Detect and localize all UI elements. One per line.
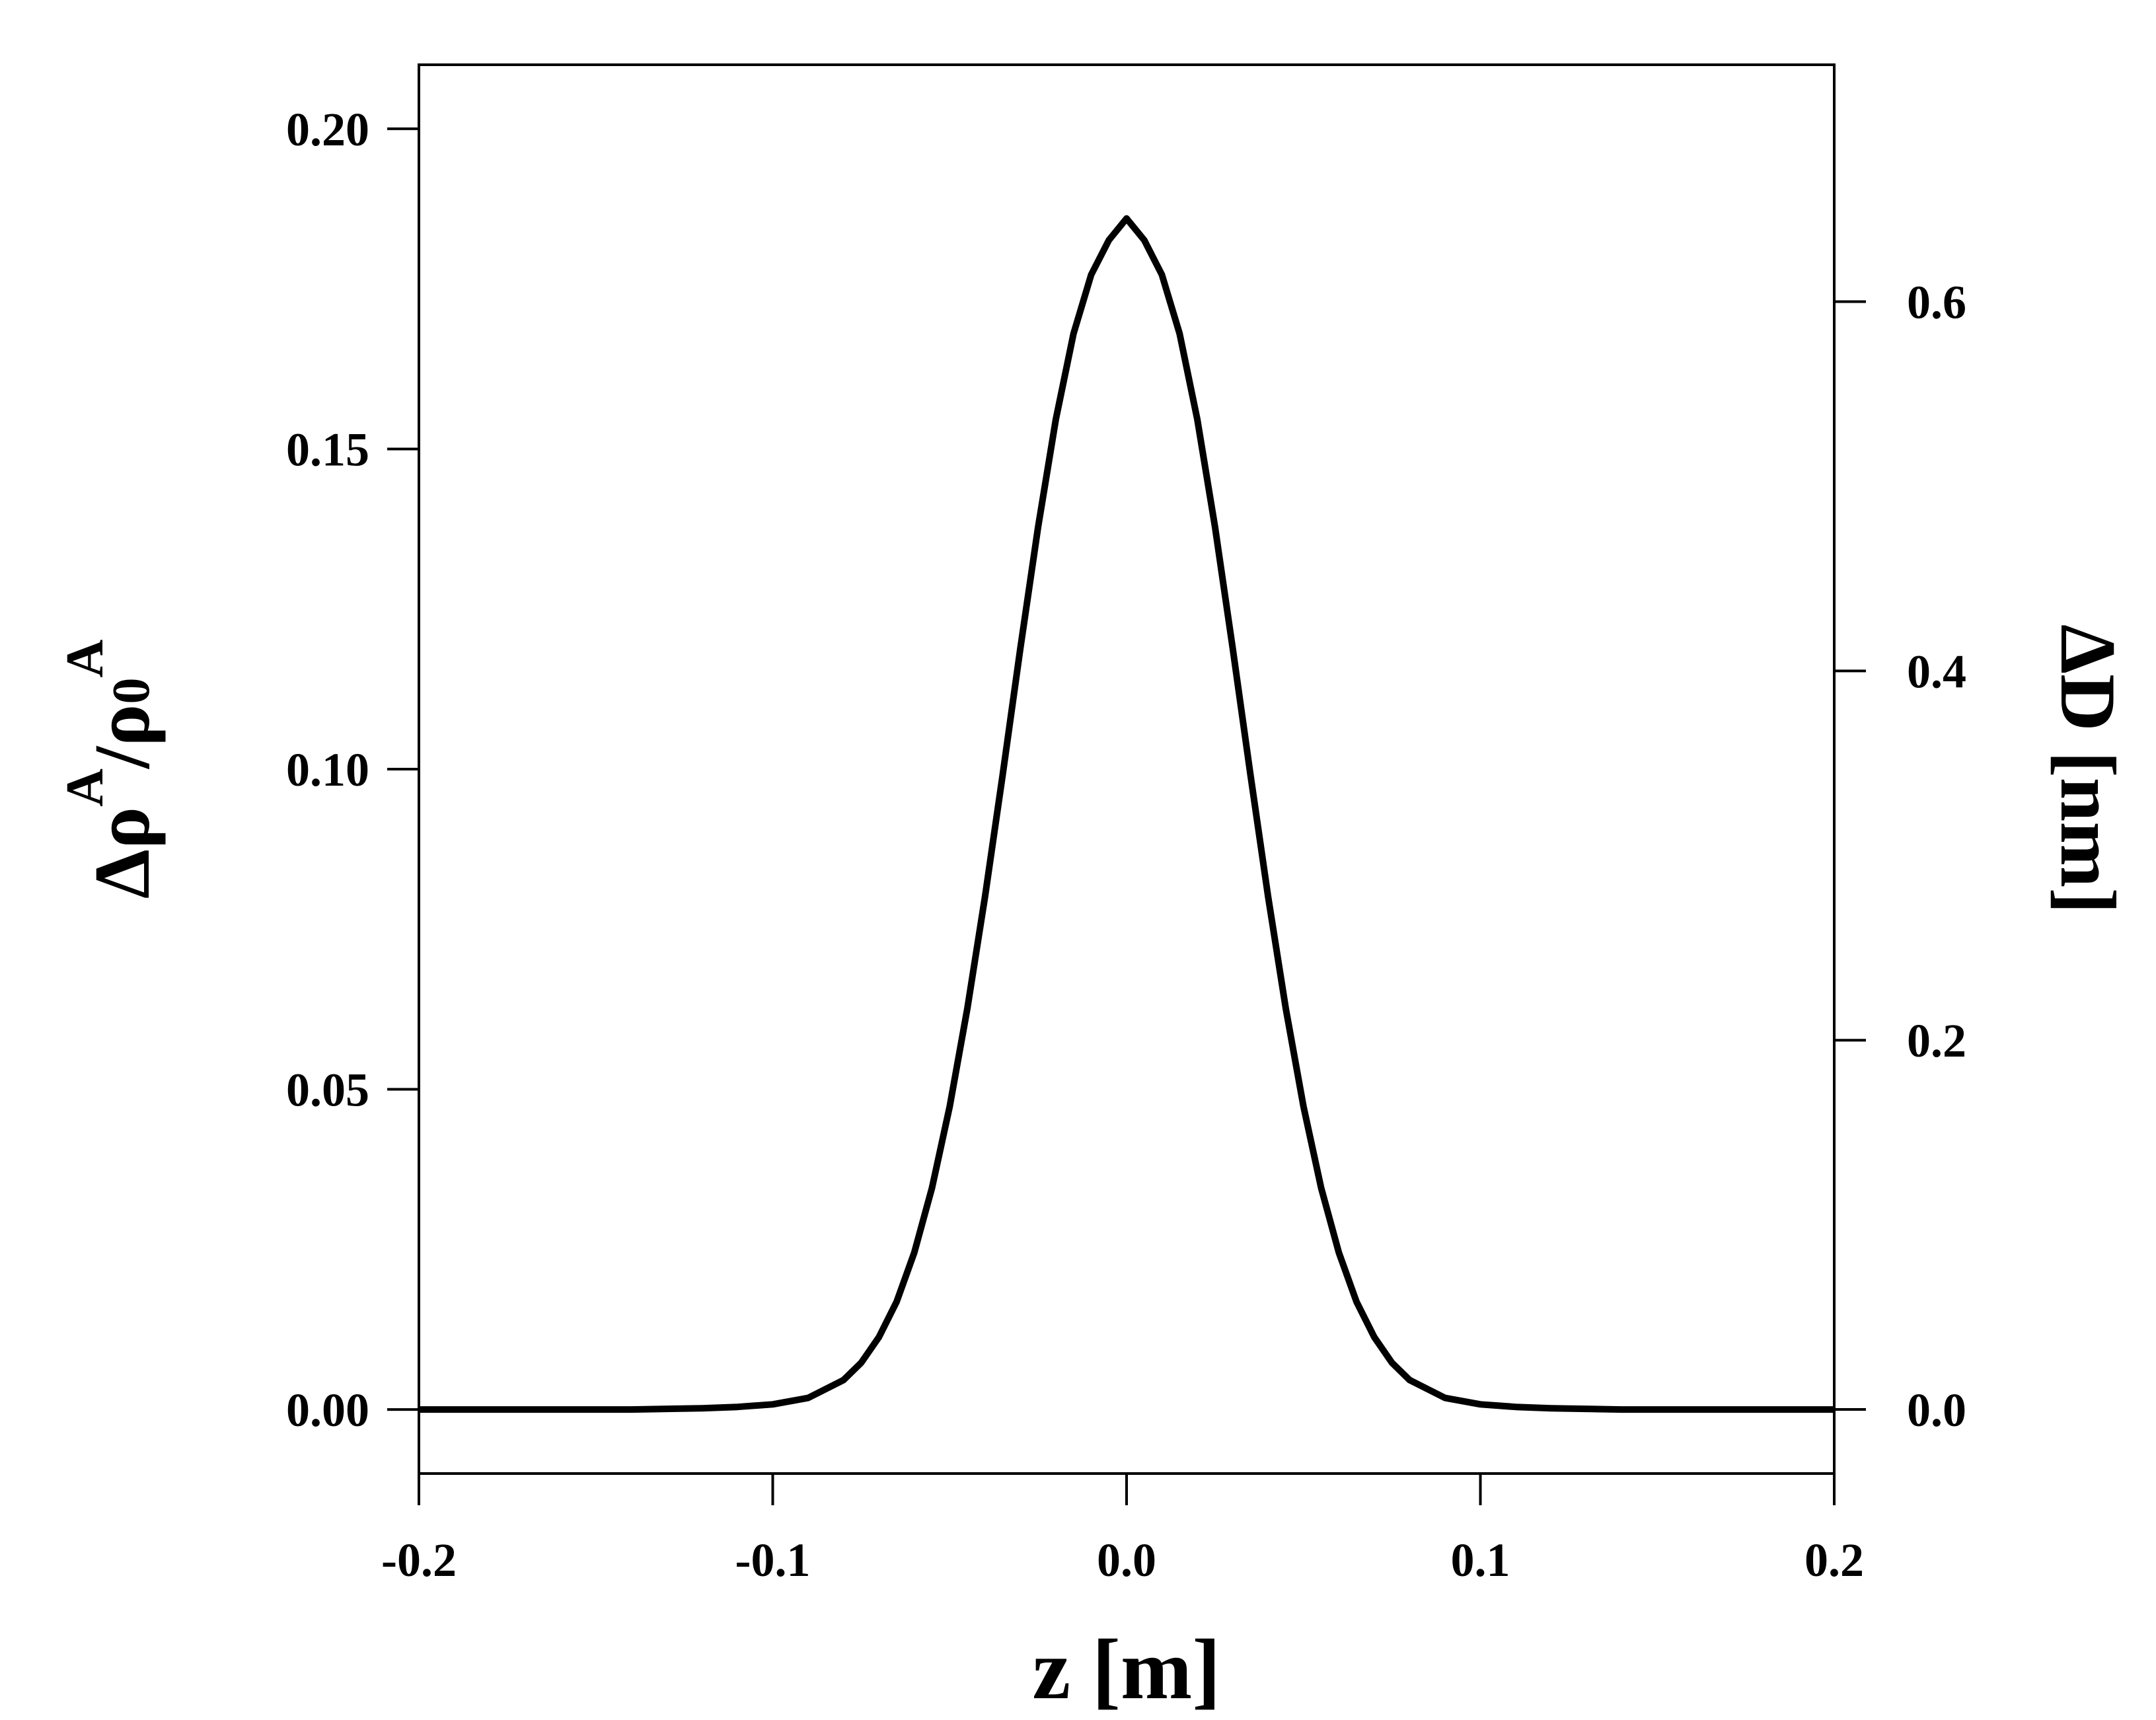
left-y-axis-title: ΔρA/ρ0A <box>56 639 166 899</box>
left-y-tick-label: 0.00 <box>286 1384 369 1437</box>
left-y-title-sub: 0 <box>102 677 161 704</box>
left-y-axis-ticks: 0.00 0.05 0.10 0.15 0.20 <box>286 103 419 1437</box>
left-y-title-sup2: A <box>56 639 114 677</box>
plot-frame <box>418 63 1836 1475</box>
series-line <box>419 215 1834 1413</box>
right-y-tick-label: 0.4 <box>1907 645 1966 698</box>
x-tick-label: -0.2 <box>381 1534 457 1587</box>
left-y-tick-label: 0.20 <box>286 103 369 156</box>
left-y-tick-label: 0.05 <box>286 1064 369 1117</box>
left-y-title-slash: /ρ <box>78 704 166 770</box>
x-axis-title: z [m] <box>1032 1622 1220 1717</box>
right-y-tick-label: 0.2 <box>1907 1014 1966 1067</box>
x-tick-label: 0.0 <box>1097 1534 1156 1587</box>
right-y-tick-label: 0.6 <box>1907 276 1966 329</box>
left-y-title-sup: A <box>56 768 114 807</box>
right-y-axis-title: ΔD [nm] <box>2044 624 2132 915</box>
x-tick-label: -0.1 <box>735 1534 811 1587</box>
x-axis-ticks: -0.2 -0.1 0.0 0.1 0.2 <box>381 1474 1864 1587</box>
left-y-title-delta: Δρ <box>78 807 166 899</box>
left-y-tick-label: 0.10 <box>286 743 369 796</box>
right-y-tick-label: 0.0 <box>1907 1384 1966 1437</box>
right-y-axis-ticks: 0.0 0.2 0.4 0.6 <box>1834 276 1966 1437</box>
left-y-tick-label: 0.15 <box>286 423 369 476</box>
x-tick-label: 0.1 <box>1451 1534 1510 1587</box>
x-tick-label: 0.2 <box>1804 1534 1864 1587</box>
